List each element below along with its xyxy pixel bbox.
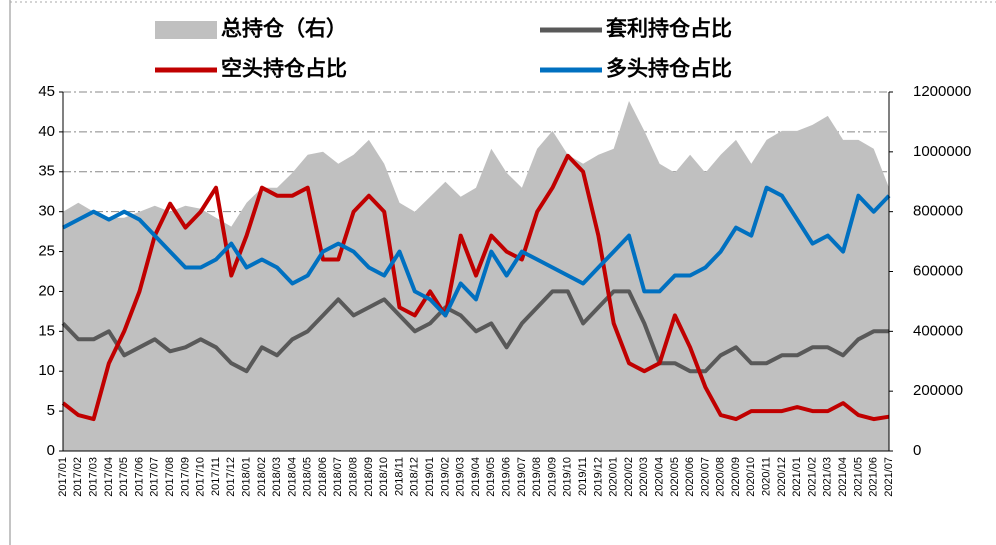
y2-tick-label: 600000	[913, 262, 963, 279]
legend-label: 空头持仓占比	[221, 57, 347, 81]
y2-tick-label: 1200000	[913, 83, 971, 100]
legend-label: 多头持仓占比	[606, 57, 732, 81]
x-tick-label: 2020/11	[761, 457, 773, 496]
x-tick-label: 2017/11	[210, 457, 222, 496]
x-tick-label: 2021/04	[837, 457, 849, 497]
x-tick-label: 2019/01	[424, 457, 436, 497]
y-tick-label: 5	[47, 402, 55, 419]
x-tick-label: 2018/05	[302, 457, 314, 497]
x-tick-label: 2020/05	[669, 457, 681, 497]
x-tick-label: 2017/09	[179, 457, 191, 497]
x-tick-label: 2019/08	[531, 457, 543, 497]
y-tick-label: 25	[38, 243, 55, 260]
y2-tick-label: 200000	[913, 382, 963, 399]
x-tick-label: 2018/02	[256, 457, 268, 497]
y-tick-label: 40	[38, 123, 55, 140]
x-tick-label: 2017/08	[164, 457, 176, 497]
y-tick-label: 30	[38, 203, 55, 220]
x-tick-label: 2017/07	[149, 457, 161, 497]
x-tick-label: 2017/10	[195, 457, 207, 497]
x-tick-label: 2018/03	[271, 457, 283, 497]
x-tick-label: 2019/09	[546, 457, 558, 497]
y-tick-label: 45	[38, 83, 55, 100]
x-tick-label: 2019/03	[455, 457, 467, 497]
x-tick-label: 2018/07	[332, 457, 344, 497]
x-tick-label: 2019/02	[439, 457, 451, 497]
legend-label: 套利持仓占比	[606, 17, 732, 41]
x-tick-label: 2017/01	[57, 457, 69, 497]
line	[61, 289, 889, 374]
x-tick-label: 2017/02	[72, 457, 84, 497]
x-tick-label: 2017/04	[103, 457, 115, 497]
x-tick-label: 2020/12	[776, 457, 788, 497]
x-tick-label: 2018/04	[286, 457, 298, 497]
y2-tick-label: 400000	[913, 322, 963, 339]
x-tick-label: 2020/07	[699, 457, 711, 497]
x-tick-label: 2021/01	[791, 457, 803, 497]
x-tick-label: 2017/12	[225, 457, 237, 497]
x-tick-label: 2018/08	[348, 457, 360, 497]
x-tick-label: 2019/11	[577, 457, 589, 496]
x-tick-label: 2021/06	[868, 457, 880, 497]
x-tick-label: 2018/12	[409, 457, 421, 497]
x-tick-label: 2018/11	[393, 457, 405, 496]
y-tick-label: 0	[47, 442, 55, 459]
x-tick-label: 2019/04	[470, 457, 482, 497]
x-tick-label: 2021/02	[806, 457, 818, 497]
x-tick-label: 2020/09	[730, 457, 742, 497]
y-tick-label: 10	[38, 362, 55, 379]
x-tick-label: 2019/12	[592, 457, 604, 497]
x-tick-label: 2019/06	[500, 457, 512, 497]
x-tick-label: 2020/04	[653, 457, 665, 497]
x-tick-label: 2019/05	[485, 457, 497, 497]
line	[61, 153, 890, 422]
x-tick-label: 2018/09	[363, 457, 375, 497]
x-tick-label: 2019/07	[516, 457, 528, 497]
x-tick-label: 2018/10	[378, 457, 390, 497]
x-tick-label: 2021/03	[822, 457, 834, 497]
y-tick-label: 35	[38, 163, 55, 180]
y2-tick-label: 800000	[913, 203, 963, 220]
x-tick-label: 2020/02	[623, 457, 635, 497]
x-tick-label: 2020/10	[745, 457, 757, 497]
x-tick-label: 2020/01	[608, 457, 620, 497]
y-tick-label: 15	[38, 322, 55, 339]
x-tick-label: 2021/05	[852, 457, 864, 497]
x-tick-label: 2020/03	[638, 457, 650, 497]
x-tick-label: 2018/06	[317, 457, 329, 497]
x-tick-label: 2017/06	[133, 457, 145, 497]
line	[62, 185, 891, 318]
legend-swatch	[155, 21, 217, 39]
x-tick-label: 2017/03	[87, 457, 99, 497]
y2-tick-label: 1000000	[913, 143, 971, 160]
x-tick-label: 2019/10	[562, 457, 574, 497]
x-tick-label: 2018/01	[240, 457, 252, 497]
x-tick-label: 2020/08	[715, 457, 727, 497]
x-tick-label: 2017/05	[118, 457, 130, 497]
y2-tick-label: 0	[913, 442, 921, 459]
x-tick-label: 2021/07	[883, 457, 895, 497]
legend-label: 总持仓（右）	[221, 17, 347, 41]
x-tick-label: 2020/06	[684, 457, 696, 497]
y-tick-label: 20	[38, 282, 55, 299]
